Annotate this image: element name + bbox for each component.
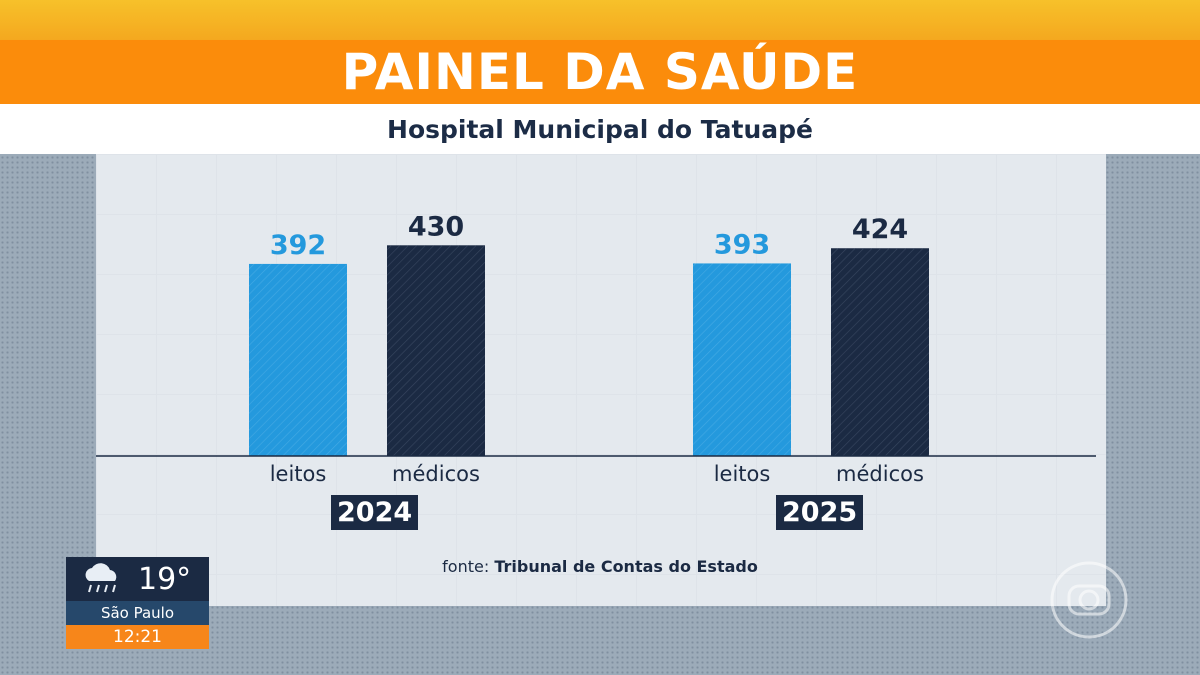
bar-hatch-leitos-2024 <box>249 263 347 456</box>
clock-time: 12:21 <box>66 625 209 649</box>
globo-logo-icon <box>1050 561 1128 639</box>
year-badge-2024: 2024 <box>331 495 419 530</box>
source-note: fonte: Tribunal de Contas do Estado <box>360 557 840 576</box>
category-label-médicos-2025: médicos <box>836 462 924 486</box>
category-label-leitos-2024: leitos <box>270 462 327 486</box>
category-label-médicos-2024: médicos <box>392 462 480 486</box>
top-stripe <box>0 0 1200 40</box>
city-name: São Paulo <box>66 601 209 625</box>
source-name: Tribunal de Contas do Estado <box>494 557 758 576</box>
weather-top: 19° <box>66 557 209 601</box>
bar-hatch-médicos-2024 <box>387 245 485 456</box>
value-label-médicos-2025: 424 <box>852 214 908 245</box>
bar-hatch-médicos-2025 <box>831 248 929 456</box>
rain-cloud-icon <box>66 557 138 601</box>
title-band: PAINEL DA SAÚDE <box>0 40 1200 104</box>
year-badge-2025: 2025 <box>776 495 864 530</box>
temperature: 19° <box>138 561 192 597</box>
value-label-médicos-2024: 430 <box>408 211 464 242</box>
page-subtitle: Hospital Municipal do Tatuapé <box>387 114 813 144</box>
weather-widget: 19° São Paulo 12:21 <box>66 557 209 649</box>
category-label-leitos-2025: leitos <box>714 462 771 486</box>
source-prefix: fonte: <box>442 557 490 576</box>
value-label-leitos-2024: 392 <box>270 230 326 261</box>
bar-hatch-leitos-2025 <box>693 263 791 456</box>
value-label-leitos-2025: 393 <box>714 229 770 260</box>
subtitle-band: Hospital Municipal do Tatuapé <box>0 104 1200 154</box>
page-title: PAINEL DA SAÚDE <box>341 43 859 101</box>
